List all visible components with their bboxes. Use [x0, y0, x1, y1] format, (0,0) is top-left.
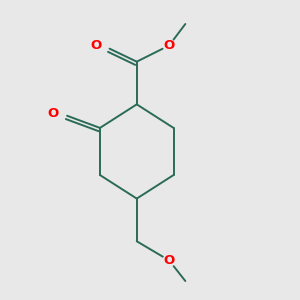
Text: O: O [90, 39, 101, 52]
Text: O: O [47, 107, 59, 120]
Text: O: O [164, 39, 175, 52]
Text: O: O [164, 254, 175, 267]
